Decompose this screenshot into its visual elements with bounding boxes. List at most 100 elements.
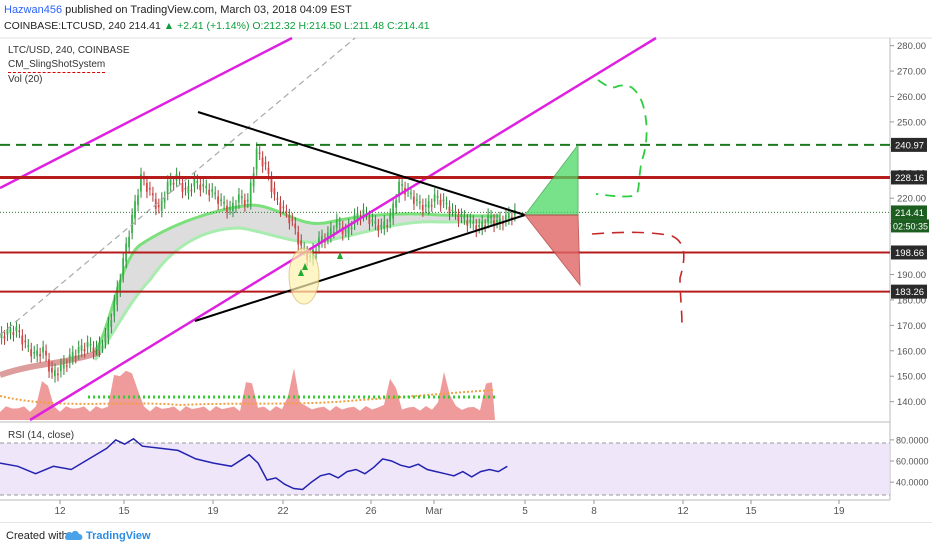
candle-body (246, 199, 249, 202)
x-tick-label: 22 (277, 506, 289, 517)
triangle-lower (194, 214, 526, 322)
candle-body (436, 196, 439, 199)
candle-body (439, 199, 442, 206)
candle-body (255, 148, 258, 170)
y-tick-label: 270.00 (897, 67, 926, 78)
x-tick-label: 8 (591, 506, 597, 517)
x-tick-label: 15 (118, 506, 130, 517)
change-value: +2.41 (+1.14%) (177, 20, 250, 32)
x-tick-label: 5 (522, 506, 528, 517)
candle-body (261, 157, 264, 167)
candle-body (92, 347, 95, 353)
candle-body (184, 188, 187, 190)
price-tag-label: 198.66 (895, 248, 924, 259)
candle-body (234, 206, 237, 208)
candle-body (237, 194, 240, 203)
countdown-label: 02:50:35 (893, 221, 928, 231)
author-name[interactable]: Hazwan456 (4, 4, 63, 16)
volume-bars (0, 368, 495, 420)
candle-body (9, 328, 12, 333)
rsi-legend[interactable]: RSI (14, close) (8, 430, 75, 441)
candle-body (24, 340, 27, 343)
candle-body (386, 225, 389, 227)
price-levels: 240.97 228.16 214.41 198.66 183.26 02:50:35 (0, 137, 929, 299)
candle-body (151, 193, 154, 196)
candle-body (59, 364, 62, 372)
candle-body (383, 221, 386, 229)
rsi-tick-label: 80.0000 (896, 435, 929, 445)
candle-body (163, 197, 166, 203)
symbol-header: COINBASE:LTCUSD, 240 214.41 ▲ +2.41 (+1.… (4, 20, 430, 32)
candle-body (193, 179, 196, 187)
legend-indicator-2[interactable]: Vol (20) (8, 74, 43, 85)
candle-body (448, 206, 451, 214)
rsi-axis: 80.0000 60.0000 40.0000 (890, 435, 929, 488)
x-tick-label: 12 (54, 506, 66, 517)
candle-body (335, 219, 338, 228)
candle-body (101, 346, 104, 348)
candle-body (472, 221, 475, 224)
candle-body (214, 192, 216, 195)
candle-body (220, 199, 222, 201)
created-with-text: Created with (6, 530, 68, 542)
candle-body (140, 174, 142, 192)
candle-body (169, 179, 172, 186)
signal-arrows (298, 252, 343, 276)
x-tick-label: 12 (677, 506, 689, 517)
candle-body (475, 225, 478, 231)
candle-body (356, 213, 359, 219)
candle-body (42, 346, 44, 353)
tradingview-brand[interactable]: TradingView (86, 530, 151, 542)
up-arrow-icon: ▲ (163, 20, 175, 32)
rsi-band (0, 443, 890, 495)
candle-body (18, 330, 21, 332)
price-tag (891, 205, 927, 220)
price-tag (891, 137, 927, 152)
candle-body (0, 332, 3, 339)
candle-body (478, 224, 480, 228)
candle-body (199, 184, 202, 191)
channel-lower (29, 36, 657, 422)
rsi-tick-label: 40.0000 (896, 478, 929, 488)
candle-body (48, 359, 50, 372)
legend-title[interactable]: LTC/USD, 240, COINBASE (8, 45, 130, 56)
price-tag-label: 214.41 (895, 208, 924, 219)
x-tick-label: 15 (745, 506, 757, 517)
candle-body (98, 342, 101, 351)
candle-body (401, 184, 403, 186)
candle-body (371, 219, 374, 222)
legend-indicator-1[interactable]: CM_SlingShotSystem (8, 58, 106, 73)
candle-body (332, 231, 335, 234)
candle-body (507, 213, 510, 219)
candle-body (279, 202, 282, 211)
candle-body (137, 195, 139, 205)
candle-body (353, 214, 356, 224)
candle-body (412, 196, 415, 204)
candle-body (377, 225, 380, 231)
volume-area (0, 368, 496, 420)
candle-body (451, 209, 454, 212)
candle-body (12, 332, 15, 336)
candle-body (427, 201, 430, 209)
candle-body (113, 301, 116, 317)
candle-body (145, 182, 148, 192)
candle-body (21, 335, 24, 345)
buy-arrow-icon (298, 269, 304, 276)
candle-body (190, 189, 193, 192)
candle-body (45, 350, 47, 356)
candles (0, 142, 516, 383)
candle-body (392, 203, 394, 219)
countdown-tag (891, 219, 929, 233)
candle-body (424, 204, 427, 207)
candle-body (89, 343, 92, 346)
y-tick-label: 150.00 (897, 372, 926, 383)
candle-body (454, 211, 457, 214)
slingshot-ema-2 (93, 220, 500, 361)
green-dashed-projection (595, 79, 648, 198)
candle-body (380, 224, 383, 228)
slingshot-ema (93, 203, 501, 353)
triangle-upper (197, 111, 526, 216)
price-chart[interactable]: 280.00270.00260.00250.00240.00230.00220.… (0, 0, 932, 522)
price-tag-label: 228.16 (895, 173, 924, 184)
x-tick-label: 19 (207, 506, 219, 517)
